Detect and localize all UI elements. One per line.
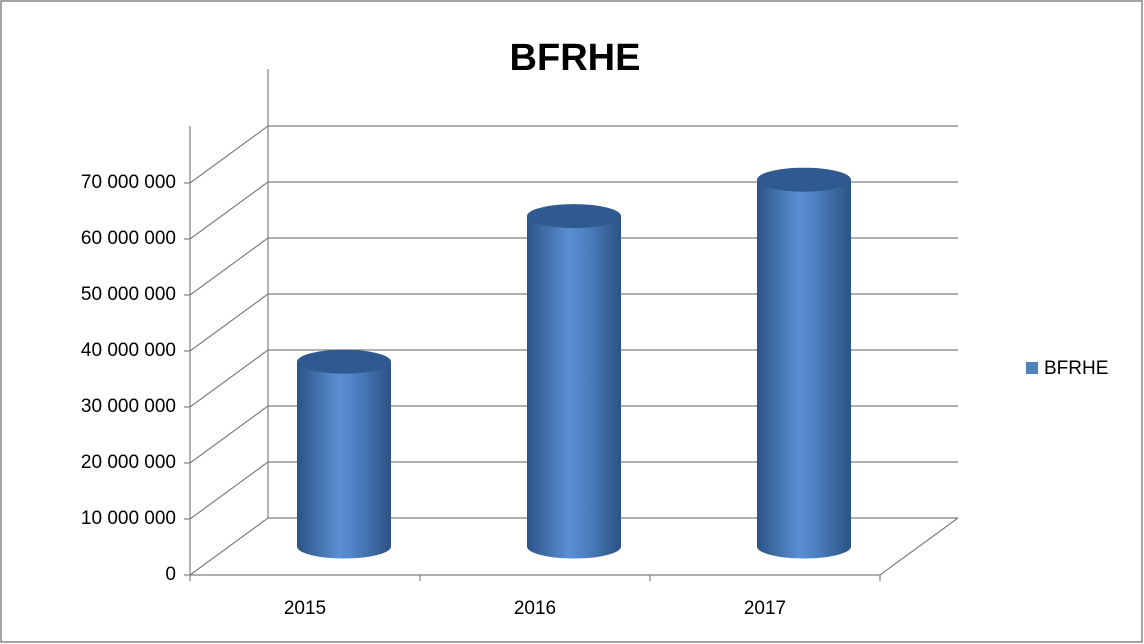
bar-top	[527, 204, 621, 229]
bar	[297, 361, 391, 559]
bar	[527, 216, 621, 559]
y-tick-label: 10 000 000	[81, 508, 176, 529]
grid-line	[189, 461, 958, 520]
grid-line	[189, 517, 958, 576]
bar-top	[297, 349, 391, 374]
grid-line	[189, 405, 958, 464]
y-tick-label: 70 000 000	[81, 172, 176, 193]
bar-top	[757, 167, 851, 192]
y-tick-label: 60 000 000	[81, 228, 176, 249]
x-tick-label: 2017	[744, 598, 786, 619]
y-tick-label: 50 000 000	[81, 284, 176, 305]
x-tick-label: 2015	[284, 598, 326, 619]
grid-line	[189, 293, 958, 352]
y-tick-label: 20 000 000	[81, 452, 176, 473]
axis-line	[879, 517, 959, 576]
legend-label: BFRHE	[1044, 358, 1108, 379]
grid-line	[189, 125, 958, 184]
y-tick-label: 30 000 000	[81, 396, 176, 417]
chart-title: BFRHE	[510, 37, 641, 79]
y-tick-label: 0	[165, 564, 176, 585]
y-tick-label: 40 000 000	[81, 340, 176, 361]
bar	[757, 179, 851, 559]
grid-line	[189, 349, 958, 408]
legend-swatch	[1026, 362, 1038, 374]
grid-line	[189, 181, 958, 240]
x-tick-label: 2016	[514, 598, 556, 619]
grid-line	[189, 237, 958, 296]
